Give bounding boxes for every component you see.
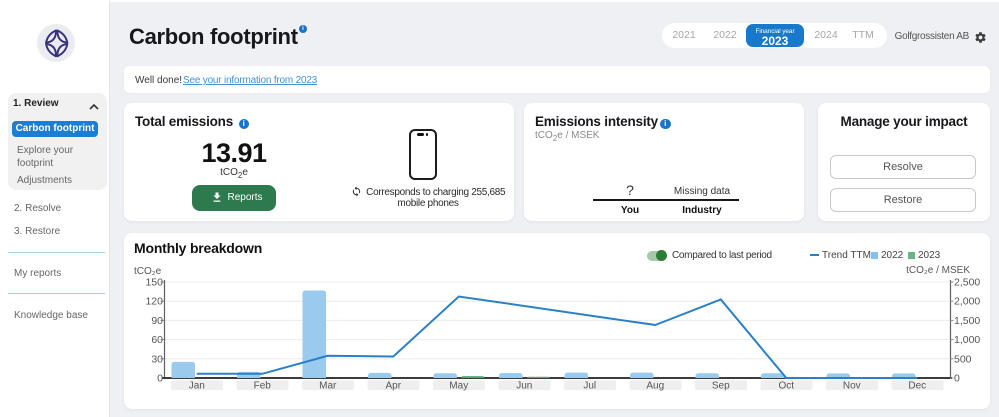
svg-text:tCO₂e: tCO₂e	[134, 266, 162, 277]
svg-text:May: May	[449, 381, 468, 392]
svg-text:30: 30	[151, 353, 163, 365]
svg-text:0: 0	[157, 373, 163, 385]
svg-text:Aug: Aug	[646, 381, 664, 392]
svg-text:Jun: Jun	[516, 381, 532, 392]
svg-text:Jan: Jan	[189, 381, 205, 392]
svg-text:Oct: Oct	[778, 381, 794, 392]
svg-text:Mar: Mar	[319, 381, 337, 392]
svg-text:Apr: Apr	[385, 381, 401, 392]
svg-text:90: 90	[151, 315, 163, 327]
svg-text:120: 120	[145, 296, 163, 308]
svg-text:500: 500	[954, 353, 972, 365]
svg-text:Jul: Jul	[583, 381, 596, 392]
svg-text:2,000: 2,000	[954, 296, 980, 308]
svg-text:1,000: 1,000	[954, 334, 980, 346]
svg-text:Dec: Dec	[908, 381, 926, 392]
svg-text:0: 0	[954, 373, 960, 385]
svg-text:Sep: Sep	[712, 381, 730, 392]
svg-text:tCO₂e / MSEK: tCO₂e / MSEK	[906, 265, 970, 276]
svg-text:1,500: 1,500	[954, 315, 980, 327]
svg-text:Feb: Feb	[254, 381, 272, 392]
svg-text:Nov: Nov	[843, 381, 861, 392]
svg-text:60: 60	[151, 334, 163, 346]
svg-text:150: 150	[145, 277, 163, 289]
svg-text:2,500: 2,500	[954, 277, 980, 289]
